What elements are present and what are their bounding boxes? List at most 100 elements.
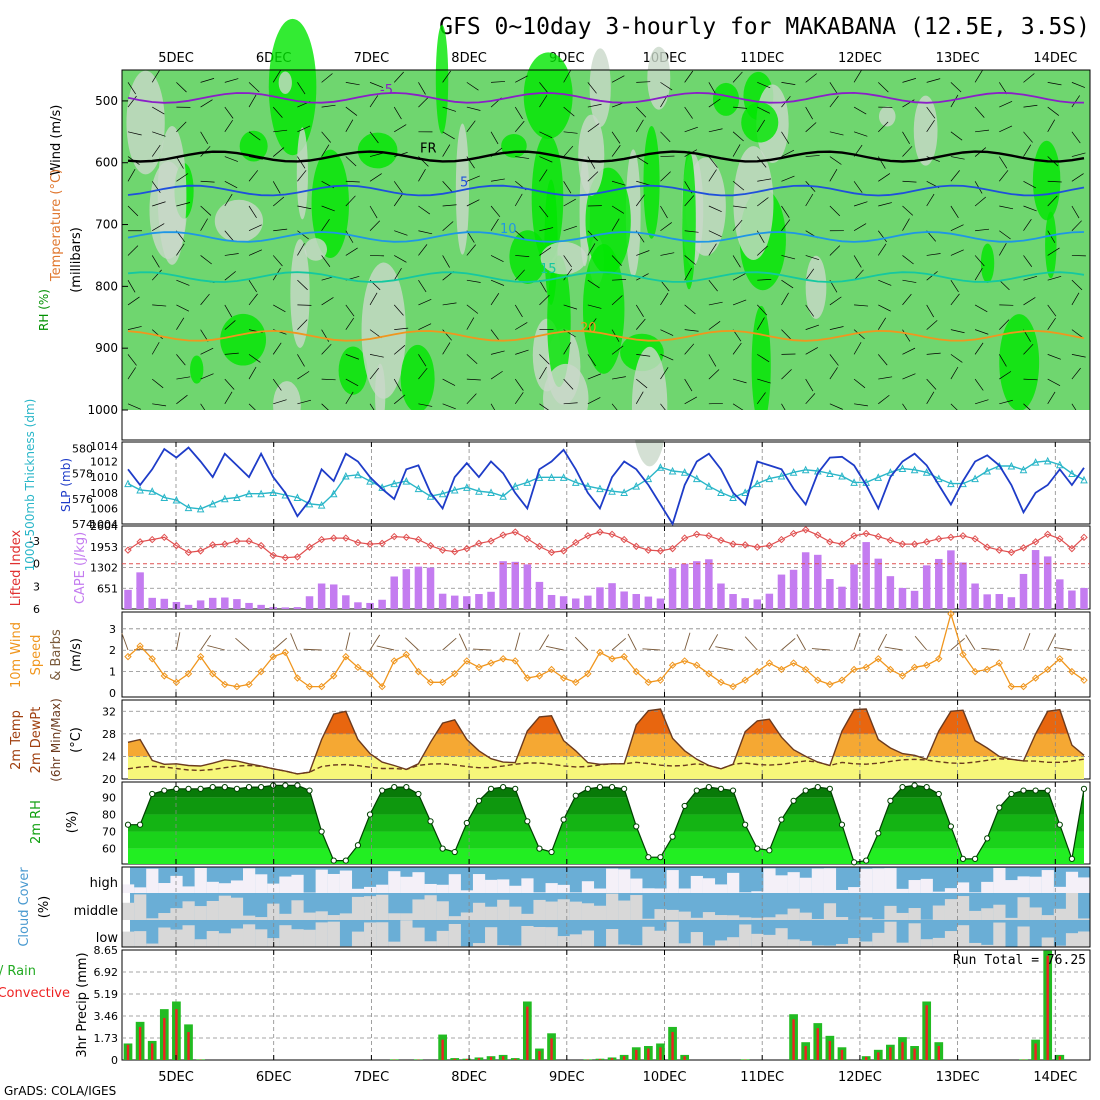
cloud-cell [1053,886,1066,893]
wind-barb [1047,247,1060,256]
wind-tick-label: 2 [109,644,116,657]
rh-marker [584,785,591,792]
wind-barb [297,319,308,330]
x-label-bottom: 5DEC [158,1070,194,1085]
li-marker [281,553,290,562]
thickness-marker [983,466,991,475]
wind-barb [1023,180,1036,189]
precip-convective-bar [659,1047,662,1060]
wind-speed-marker [717,678,725,687]
thickness-marker [245,489,253,498]
wind-barb [1047,230,1056,243]
rh-patch [582,244,625,374]
precip-convective-bar [538,1051,541,1060]
cloud-cell [993,867,1006,893]
wind-barb [926,352,941,355]
rh-marker [149,790,156,798]
wind-barb [515,322,528,330]
li-marker [1043,530,1052,539]
wind-barb [514,193,523,207]
li-marker [426,541,435,550]
panel-frame [121,949,1091,1061]
wind-speed-marker [475,663,483,672]
cloud-cell [981,944,994,947]
y-tick-label: 600 [95,156,118,170]
wind-speed-marker [644,678,653,687]
wind-barb [708,321,721,330]
rh-marker [754,845,761,852]
cloud-cell [315,869,328,893]
wind-barb [1023,73,1035,83]
wind-barb [418,298,432,306]
wind-barb [539,156,553,163]
cloud-cell [472,943,486,947]
precip-convective-bar [1046,955,1049,1060]
wind-barb [926,391,935,404]
wind-barb [297,205,312,210]
cloud-cell [799,877,812,893]
li-marker [874,532,882,541]
wind-barb [660,171,671,182]
ylabel-rh2m: 2m RH [29,800,44,844]
wind-barb [805,378,814,392]
rh-patch [214,199,264,243]
thickness-marker [729,493,737,502]
rh-band [128,785,1084,798]
thickness-marker [366,476,374,485]
wind-barb [715,646,734,651]
thickness-marker [354,470,362,479]
cloud-cell [134,894,147,920]
li-marker [257,541,265,550]
cloud-cell [376,884,389,893]
precip-convective-bar [792,1019,795,1060]
wind-barb [200,99,213,108]
wind-barb [1071,329,1084,339]
cloud-cell [860,941,873,947]
wind-barb [635,194,645,207]
precip-convective-bar [1058,1056,1061,1060]
wind-barb [902,131,910,145]
wind-barb [176,376,191,380]
cloud-cell [388,871,401,893]
rh-marker [1068,855,1075,862]
wind-barb [732,131,744,142]
cloud-cell [956,896,970,920]
wind-barb [418,323,432,330]
thickness-marker [172,495,181,504]
precip-convective-bar [864,1056,868,1060]
cape-bar [668,568,677,609]
slp-tick-label: 1014 [90,440,118,453]
wind-barb [514,632,521,651]
wind-barb [611,145,621,157]
wind-barb [781,329,792,340]
x-label-top: 7DEC [354,51,390,66]
wind-barb [514,378,524,391]
cloud-cell [666,870,679,893]
wind-speed-marker [874,655,882,663]
wind-barb [878,121,889,133]
cloud-cell [1005,917,1018,920]
wind-barb [636,81,651,83]
cape-bar [281,607,290,609]
wind-barb [635,119,644,132]
wind-speed-marker [463,657,471,665]
wind-barb [321,131,331,143]
wind-barb [829,326,844,330]
thickness-marker [487,488,495,496]
thickness-marker [922,468,931,476]
wind-barb [151,144,161,157]
li-marker [559,547,568,555]
li-marker [414,535,423,544]
li-marker [487,537,495,545]
wind-barb [514,106,523,120]
rh-patch [733,146,774,261]
cloud-cell [811,918,824,920]
rh-patch [126,70,165,175]
rh-patch [455,123,470,255]
rh-patch [999,314,1040,411]
cloud-cell [799,940,812,947]
cape-bar [898,587,907,609]
li-marker [632,542,640,551]
x-label-top: 14DEC [1033,51,1077,66]
wind-barb [660,205,668,219]
